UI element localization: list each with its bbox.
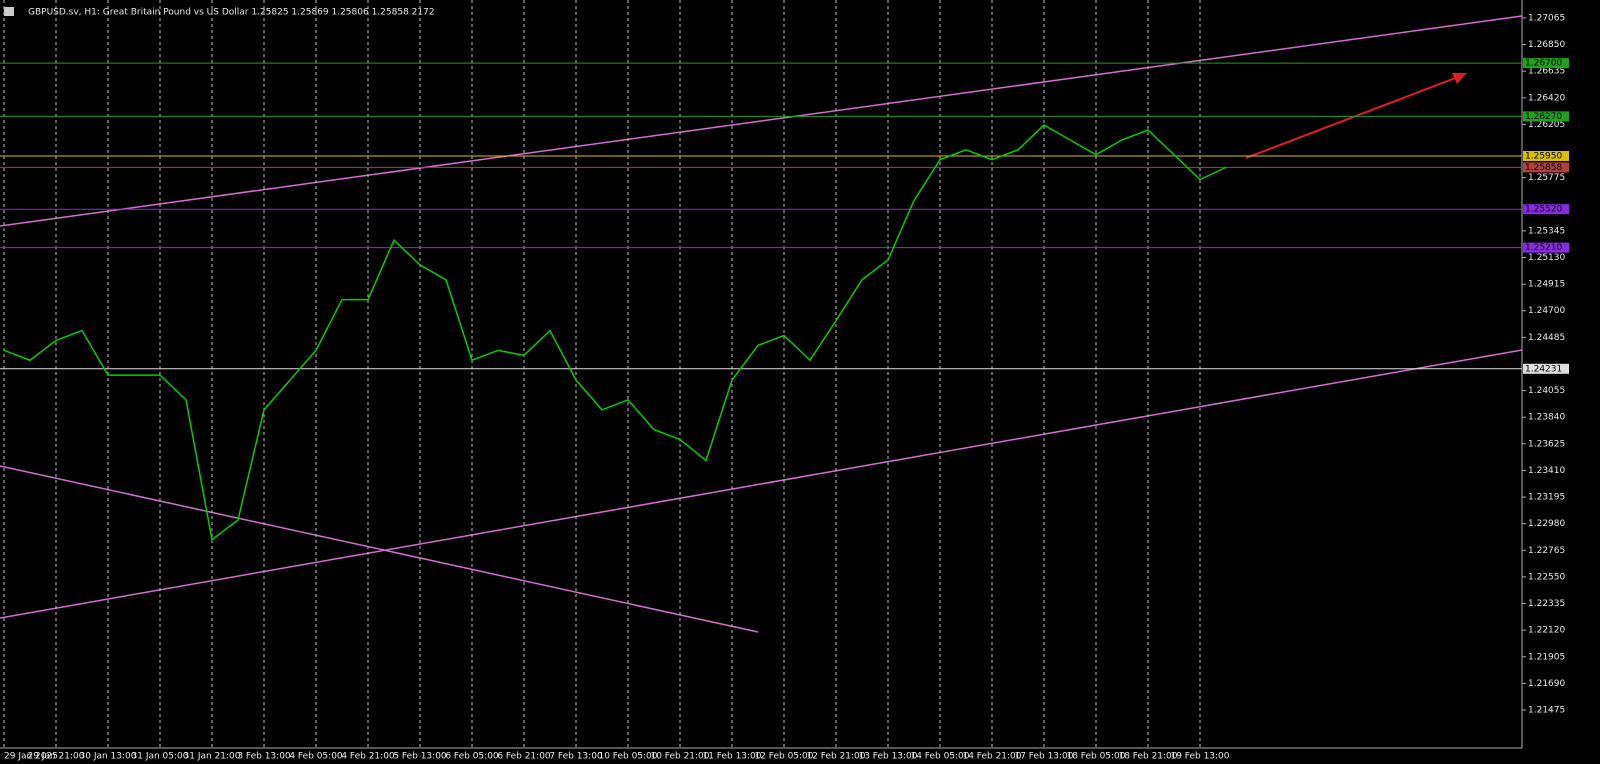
x-tick-label: 18 Feb 21:00 xyxy=(1118,752,1177,762)
y-tick-label: 1.25345 xyxy=(1528,226,1565,236)
y-tick-label: 1.22335 xyxy=(1528,599,1565,609)
y-tick-label: 1.22550 xyxy=(1528,572,1565,582)
y-tick-label: 1.24915 xyxy=(1528,280,1565,290)
x-tick-label: 18 Feb 05:00 xyxy=(1066,752,1125,762)
price-label: 1.26270 xyxy=(1525,112,1562,122)
x-tick-label: 10 Feb 05:00 xyxy=(598,752,657,762)
y-tick-label: 1.24485 xyxy=(1528,333,1565,343)
x-tick-label: 7 Feb 13:00 xyxy=(549,752,603,762)
y-tick-label: 1.27065 xyxy=(1528,13,1565,23)
x-tick-label: 5 Feb 13:00 xyxy=(393,752,447,762)
x-tick-label: 31 Jan 05:00 xyxy=(132,752,189,762)
price-label-box xyxy=(1523,111,1569,122)
x-tick-label: 3 Feb 13:00 xyxy=(237,752,291,762)
x-tick-label: 4 Feb 21:00 xyxy=(341,752,395,762)
arrow-head xyxy=(1452,73,1467,84)
x-tick-label: 30 Jan 13:00 xyxy=(80,752,137,762)
y-tick-label: 1.26420 xyxy=(1528,93,1565,103)
price-label: 1.25520 xyxy=(1525,205,1562,215)
y-tick-label: 1.21905 xyxy=(1528,652,1565,662)
y-tick-label: 1.22980 xyxy=(1528,519,1565,529)
y-tick-label: 1.26205 xyxy=(1528,120,1565,130)
arrow-line xyxy=(1245,76,1459,159)
x-tick-label: 13 Feb 13:00 xyxy=(858,752,917,762)
price-label-box xyxy=(1523,58,1569,69)
price-label-box xyxy=(1523,204,1569,215)
y-tick-label: 1.23195 xyxy=(1528,493,1565,503)
x-tick-label: 12 Feb 05:00 xyxy=(754,752,813,762)
x-tick-label: 10 Feb 21:00 xyxy=(650,752,709,762)
x-tick-label: 12 Feb 21:00 xyxy=(806,752,865,762)
x-tick-label: 29 Jan 2025 xyxy=(4,752,58,762)
x-tick-label: 31 Jan 21:00 xyxy=(184,752,241,762)
y-tick-label: 1.23625 xyxy=(1528,439,1565,449)
price-label-box xyxy=(1523,150,1569,161)
x-tick-label: 6 Feb 21:00 xyxy=(497,752,551,762)
price-label: 1.25858 xyxy=(1525,163,1562,173)
y-tick-label: 1.23840 xyxy=(1528,413,1565,423)
x-tick-label: 29 Jan 21:00 xyxy=(28,752,85,762)
chart-title: GBPUSD.sv, H1: Great Britain Pound vs US… xyxy=(28,8,435,18)
y-tick-label: 1.26850 xyxy=(1528,40,1565,50)
x-tick-label: 11 Feb 13:00 xyxy=(702,752,761,762)
y-tick-label: 1.23410 xyxy=(1528,466,1565,476)
x-tick-label: 6 Feb 05:00 xyxy=(445,752,499,762)
trend-line xyxy=(0,349,1523,619)
x-tick-label: 14 Feb 05:00 xyxy=(910,752,969,762)
trend-line xyxy=(0,15,1523,227)
y-tick-label: 1.21690 xyxy=(1528,679,1565,689)
price-label-box xyxy=(1523,162,1569,173)
y-tick-label: 1.25775 xyxy=(1528,173,1565,183)
y-tick-label: 1.24055 xyxy=(1528,386,1565,396)
price-label: 1.25950 xyxy=(1525,151,1562,161)
trend-line xyxy=(0,465,759,633)
y-tick-label: 1.22765 xyxy=(1528,546,1565,556)
x-tick-label: 19 Feb 13:00 xyxy=(1170,752,1229,762)
x-tick-label: 4 Feb 05:00 xyxy=(289,752,343,762)
price-line xyxy=(3,124,1227,542)
price-label: 1.25210 xyxy=(1525,243,1562,253)
price-label-box xyxy=(1523,242,1569,253)
y-tick-label: 1.26635 xyxy=(1528,67,1565,77)
price-label-box xyxy=(1523,363,1569,374)
x-tick-label: 17 Feb 13:00 xyxy=(1014,752,1073,762)
price-label: 1.24231 xyxy=(1525,364,1562,374)
y-tick-label: 1.22120 xyxy=(1528,626,1565,636)
y-tick-label: 1.25130 xyxy=(1528,253,1565,263)
price-label: 1.26700 xyxy=(1525,59,1562,69)
y-tick-label: 1.21475 xyxy=(1528,705,1565,715)
y-tick-label: 1.24700 xyxy=(1528,306,1565,316)
icon xyxy=(4,7,14,16)
x-tick-label: 14 Feb 21:00 xyxy=(962,752,1021,762)
